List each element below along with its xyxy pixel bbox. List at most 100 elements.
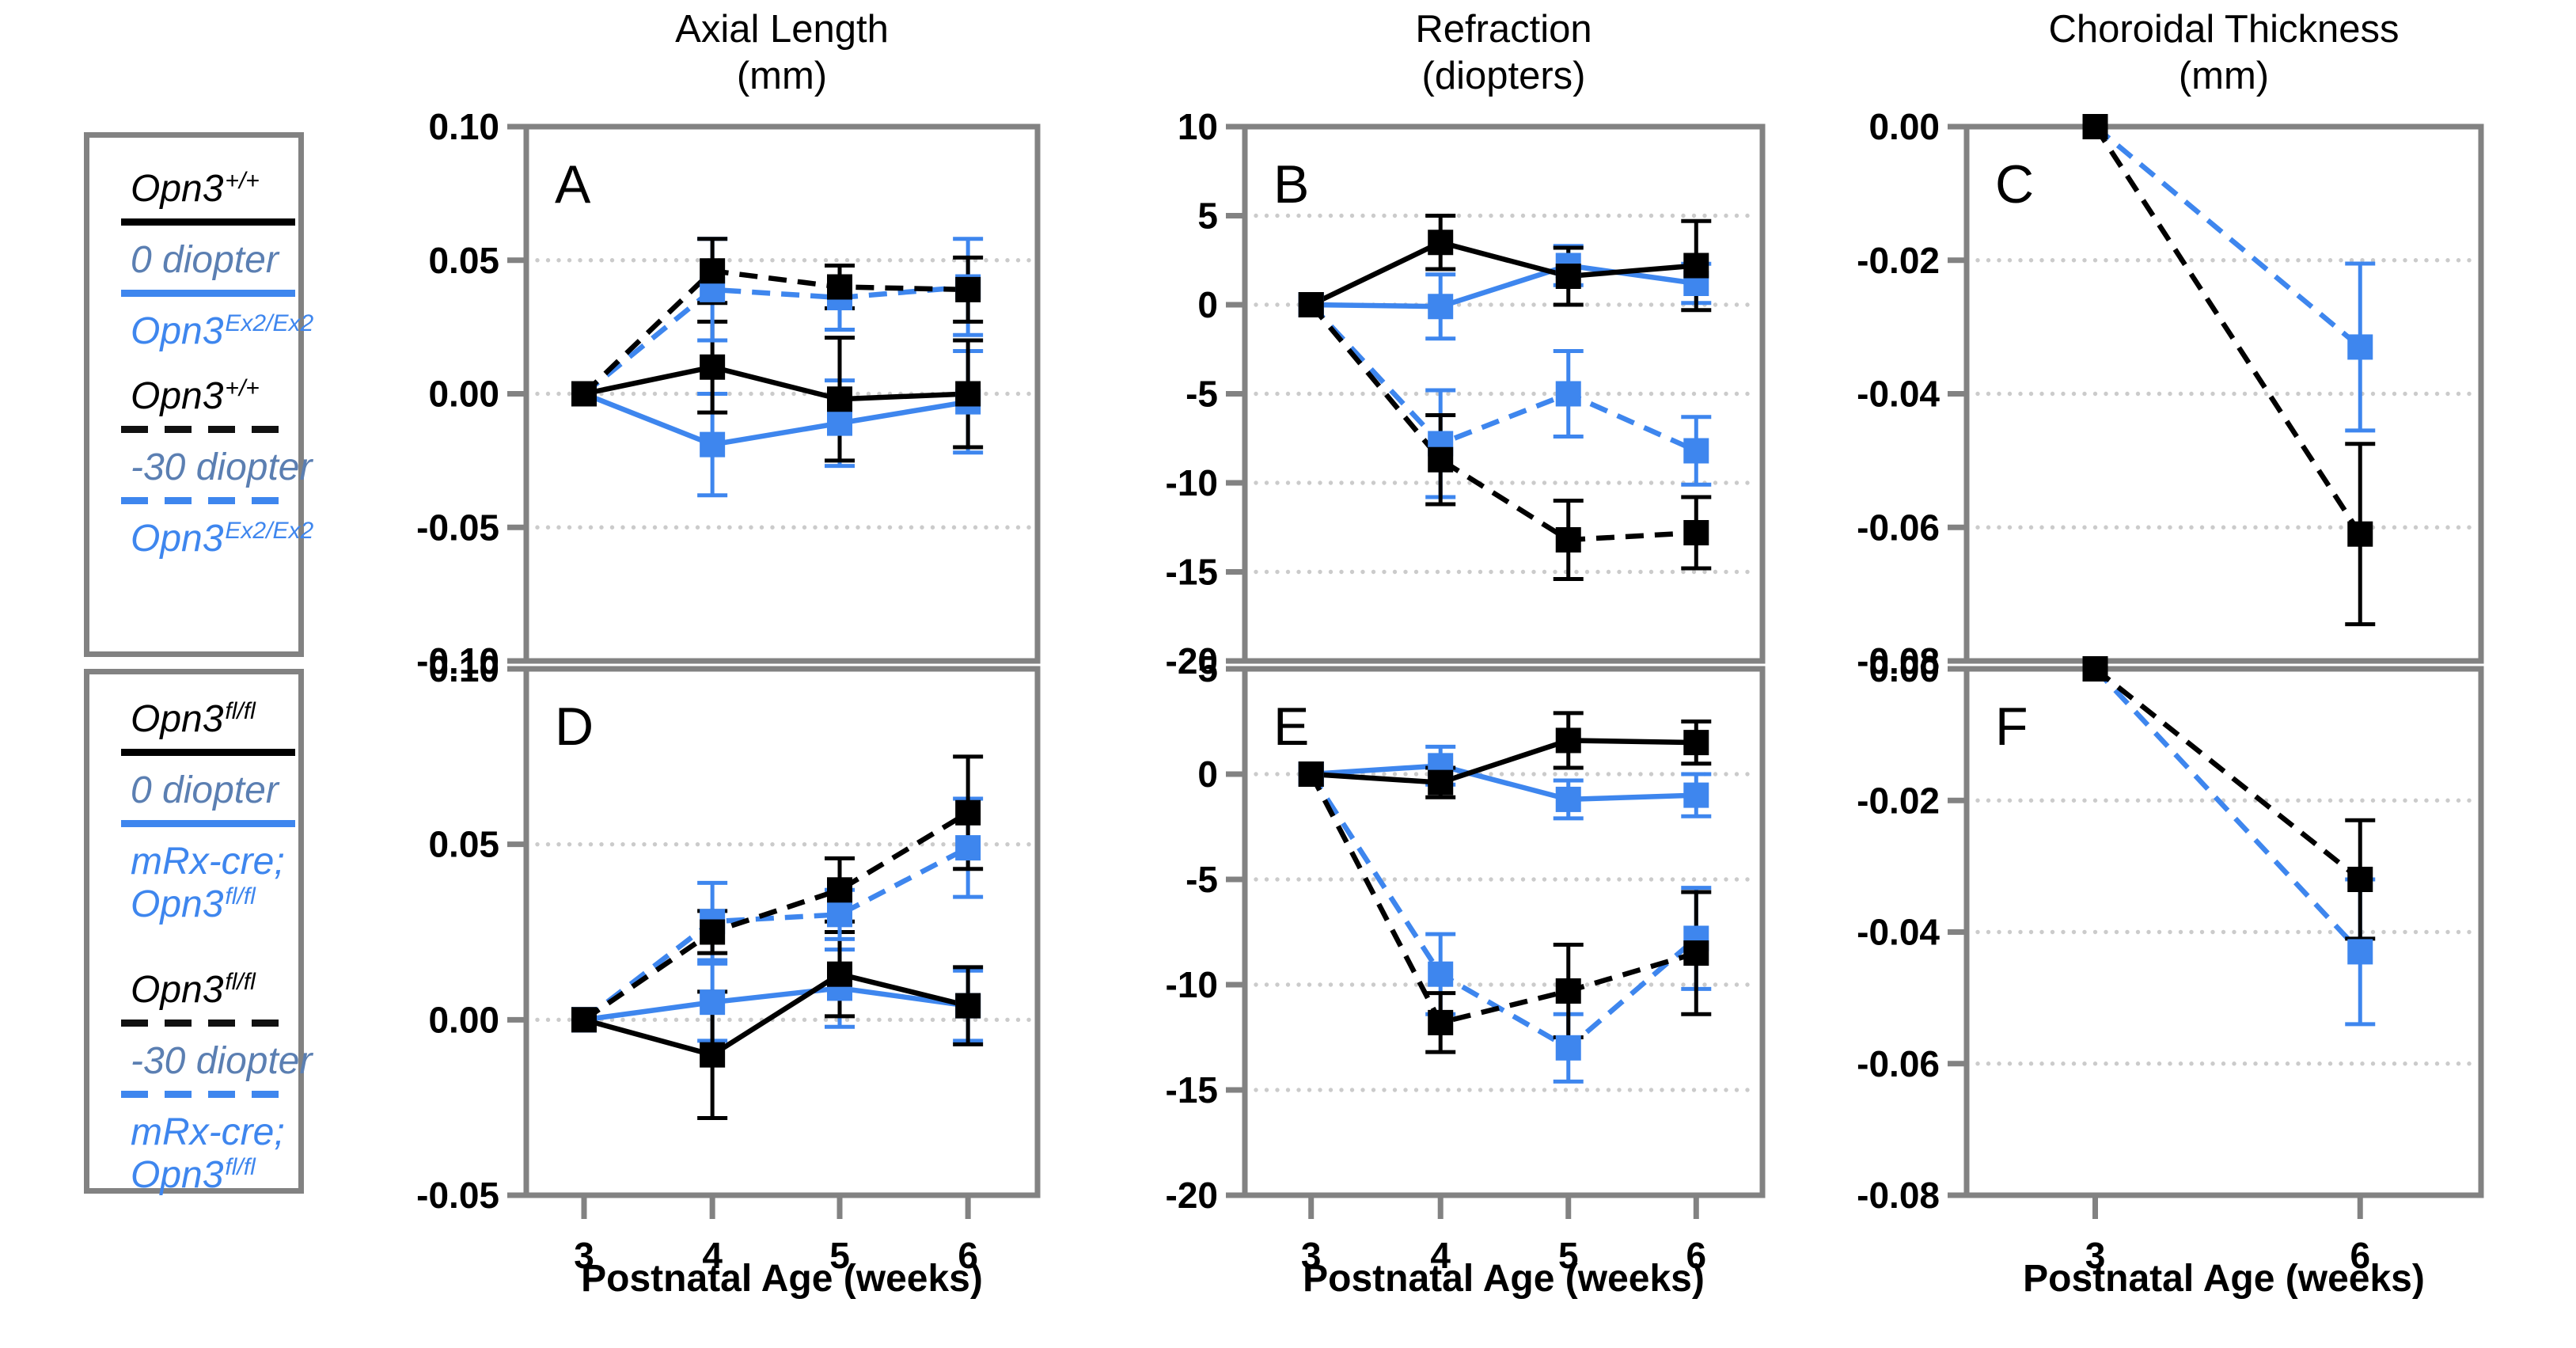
gridline-dot [2189, 525, 2194, 530]
gridline-dot [1702, 391, 1707, 397]
gridline-dot [1371, 1088, 1376, 1092]
gridline-dot [2403, 798, 2407, 803]
legend-label-superscript: +/+ [225, 168, 260, 194]
gridline-dot [2445, 798, 2450, 803]
gridline-dot [1510, 213, 1515, 218]
gridline-dot [1275, 569, 1280, 575]
gridline-dot [1563, 1088, 1569, 1092]
gridline-dot [2157, 525, 2162, 530]
gridline-dot [2114, 391, 2119, 397]
gridline-dot [877, 258, 882, 263]
gridline-dot [716, 1017, 722, 1023]
gridline-dot [802, 525, 807, 530]
data-point-marker [2082, 114, 2108, 139]
gridline-dot [1371, 569, 1376, 575]
gridline-dot [1617, 877, 1622, 882]
gridline-dot [780, 525, 786, 530]
gridline-dot [1371, 877, 1376, 882]
gridline-dot [1264, 982, 1269, 987]
gridline-dot [2125, 525, 2130, 530]
gridline-dot [1360, 982, 1365, 987]
gridline-dot [2146, 798, 2151, 803]
gridline-dot [578, 258, 582, 263]
gridline-dot [2104, 391, 2108, 397]
gridline-dot [1349, 982, 1355, 987]
gridline-dot [1584, 982, 1590, 987]
gridline-dot [1531, 213, 1536, 218]
gridline-dot [2050, 525, 2055, 530]
gridline-dot [1520, 302, 1526, 307]
gridline-dot [962, 1017, 967, 1023]
gridline-dot [1339, 1088, 1344, 1092]
gridline-dot [2039, 525, 2044, 530]
panel-letter-F: F [1995, 697, 2028, 757]
gridline-dot [2306, 391, 2312, 397]
gridline-dot [599, 258, 604, 263]
data-point-marker [955, 276, 981, 302]
gridline-dot [1595, 772, 1600, 777]
gridline-dot [1606, 772, 1611, 777]
gridline-dot [2242, 929, 2248, 935]
gridline-dot [1691, 569, 1697, 575]
gridline-dot [1015, 258, 1021, 263]
series-line [583, 985, 969, 1023]
gridline-dot [631, 258, 636, 263]
gridline-dot [2104, 1061, 2108, 1066]
gridline-dot [642, 525, 647, 530]
gridline-dot [2403, 391, 2407, 397]
gridline-dot [1724, 569, 1728, 575]
gridline-dot [620, 391, 625, 397]
legend-label: Opn3Ex2/Ex2 [131, 518, 314, 560]
data-point-marker [955, 835, 981, 861]
gridline-dot [1520, 772, 1526, 777]
gridline-dot [1745, 391, 1750, 397]
panel-letter-A: A [555, 154, 591, 215]
gridline-dot [1648, 1088, 1654, 1092]
gridline-dot [994, 258, 1000, 263]
panel-border [1242, 666, 1766, 1198]
data-point-marker [700, 989, 726, 1016]
gridline-dot [1563, 213, 1569, 218]
gridline-dot [2242, 391, 2248, 397]
x-tick-label: 6 [1686, 1235, 1706, 1276]
gridline-dot [2018, 258, 2023, 263]
panel-letter-C: C [1995, 154, 2034, 215]
gridline-dot [1446, 877, 1451, 882]
gridline-dot [1371, 213, 1376, 218]
gridline-dot [2360, 798, 2365, 803]
gridline-dot [898, 841, 903, 847]
gridline-dot [1734, 982, 1739, 987]
gridline-dot [1670, 569, 1675, 575]
gridline-dot [620, 841, 625, 847]
gridline-dot [567, 525, 572, 530]
gridline-dot [1413, 1088, 1419, 1092]
gridline-dot [685, 391, 689, 397]
gridline-dot [1574, 213, 1579, 218]
data-point-marker [1555, 786, 1581, 812]
gridline-dot [1264, 772, 1269, 777]
data-point-marker [955, 993, 981, 1019]
gridline-dot [673, 525, 679, 530]
gridline-dot [567, 391, 572, 397]
gridline-dot [1499, 982, 1504, 987]
gridline-dot [2104, 798, 2108, 803]
gridline-dot [2434, 258, 2440, 263]
y-tick-label: 0.00 [1868, 106, 1940, 147]
y-tick-label: 0.00 [1868, 648, 1940, 689]
gridline-dot [1478, 213, 1483, 218]
y-tick-label: -0.05 [416, 1175, 499, 1216]
legend-line-sample-dashed-blue [121, 1091, 295, 1098]
gridline-dot [887, 258, 893, 263]
gridline-dot [545, 1017, 551, 1023]
gridline-dot [2381, 258, 2386, 263]
gridline-dot [1975, 258, 1980, 263]
x-tick-label: 3 [574, 1235, 594, 1276]
gridline-dot [802, 1017, 807, 1023]
gridline-dot [1997, 391, 2001, 397]
gridline-dot [1531, 877, 1536, 882]
gridline-dot [2114, 798, 2119, 803]
gridline-dot [973, 1017, 978, 1023]
gridline-dot [2146, 391, 2151, 397]
gridline-dot [2242, 798, 2248, 803]
gridline-dot [1371, 772, 1376, 777]
